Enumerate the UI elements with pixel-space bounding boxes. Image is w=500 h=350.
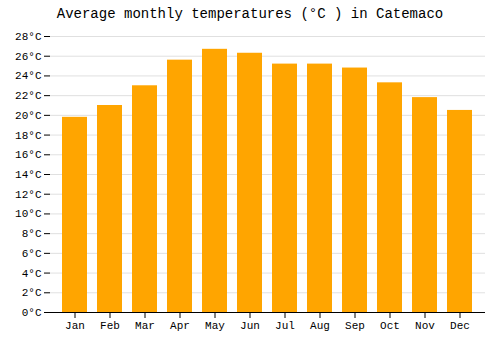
- svg-text:Aug: Aug: [310, 320, 330, 332]
- svg-text:4°C: 4°C: [22, 268, 42, 280]
- svg-text:May: May: [205, 320, 225, 332]
- svg-text:Jul: Jul: [275, 320, 295, 332]
- svg-text:28°C: 28°C: [15, 31, 42, 43]
- svg-text:0°C: 0°C: [22, 307, 42, 319]
- svg-text:10°C: 10°C: [15, 208, 42, 220]
- svg-text:Nov: Nov: [415, 320, 435, 332]
- svg-text:16°C: 16°C: [15, 149, 42, 161]
- svg-text:Sep: Sep: [345, 320, 365, 332]
- svg-text:Feb: Feb: [100, 320, 120, 332]
- svg-text:8°C: 8°C: [22, 228, 42, 240]
- svg-text:Dec: Dec: [450, 320, 470, 332]
- svg-text:Mar: Mar: [135, 320, 155, 332]
- svg-text:Jan: Jan: [65, 320, 85, 332]
- svg-text:Apr: Apr: [170, 320, 190, 332]
- svg-text:Oct: Oct: [380, 320, 400, 332]
- svg-text:14°C: 14°C: [15, 169, 42, 181]
- svg-text:18°C: 18°C: [15, 130, 42, 142]
- svg-text:22°C: 22°C: [15, 90, 42, 102]
- svg-text:24°C: 24°C: [15, 70, 42, 82]
- svg-text:26°C: 26°C: [15, 51, 42, 63]
- svg-text:20°C: 20°C: [15, 110, 42, 122]
- svg-text:12°C: 12°C: [15, 189, 42, 201]
- svg-text:Jun: Jun: [240, 320, 260, 332]
- html-text:Average monthly temperatures (: Average monthly temperatures (°C ) in Ca…: [56, 6, 444, 22]
- svg-text:2°C: 2°C: [22, 287, 42, 299]
- svg-text:6°C: 6°C: [22, 248, 42, 260]
